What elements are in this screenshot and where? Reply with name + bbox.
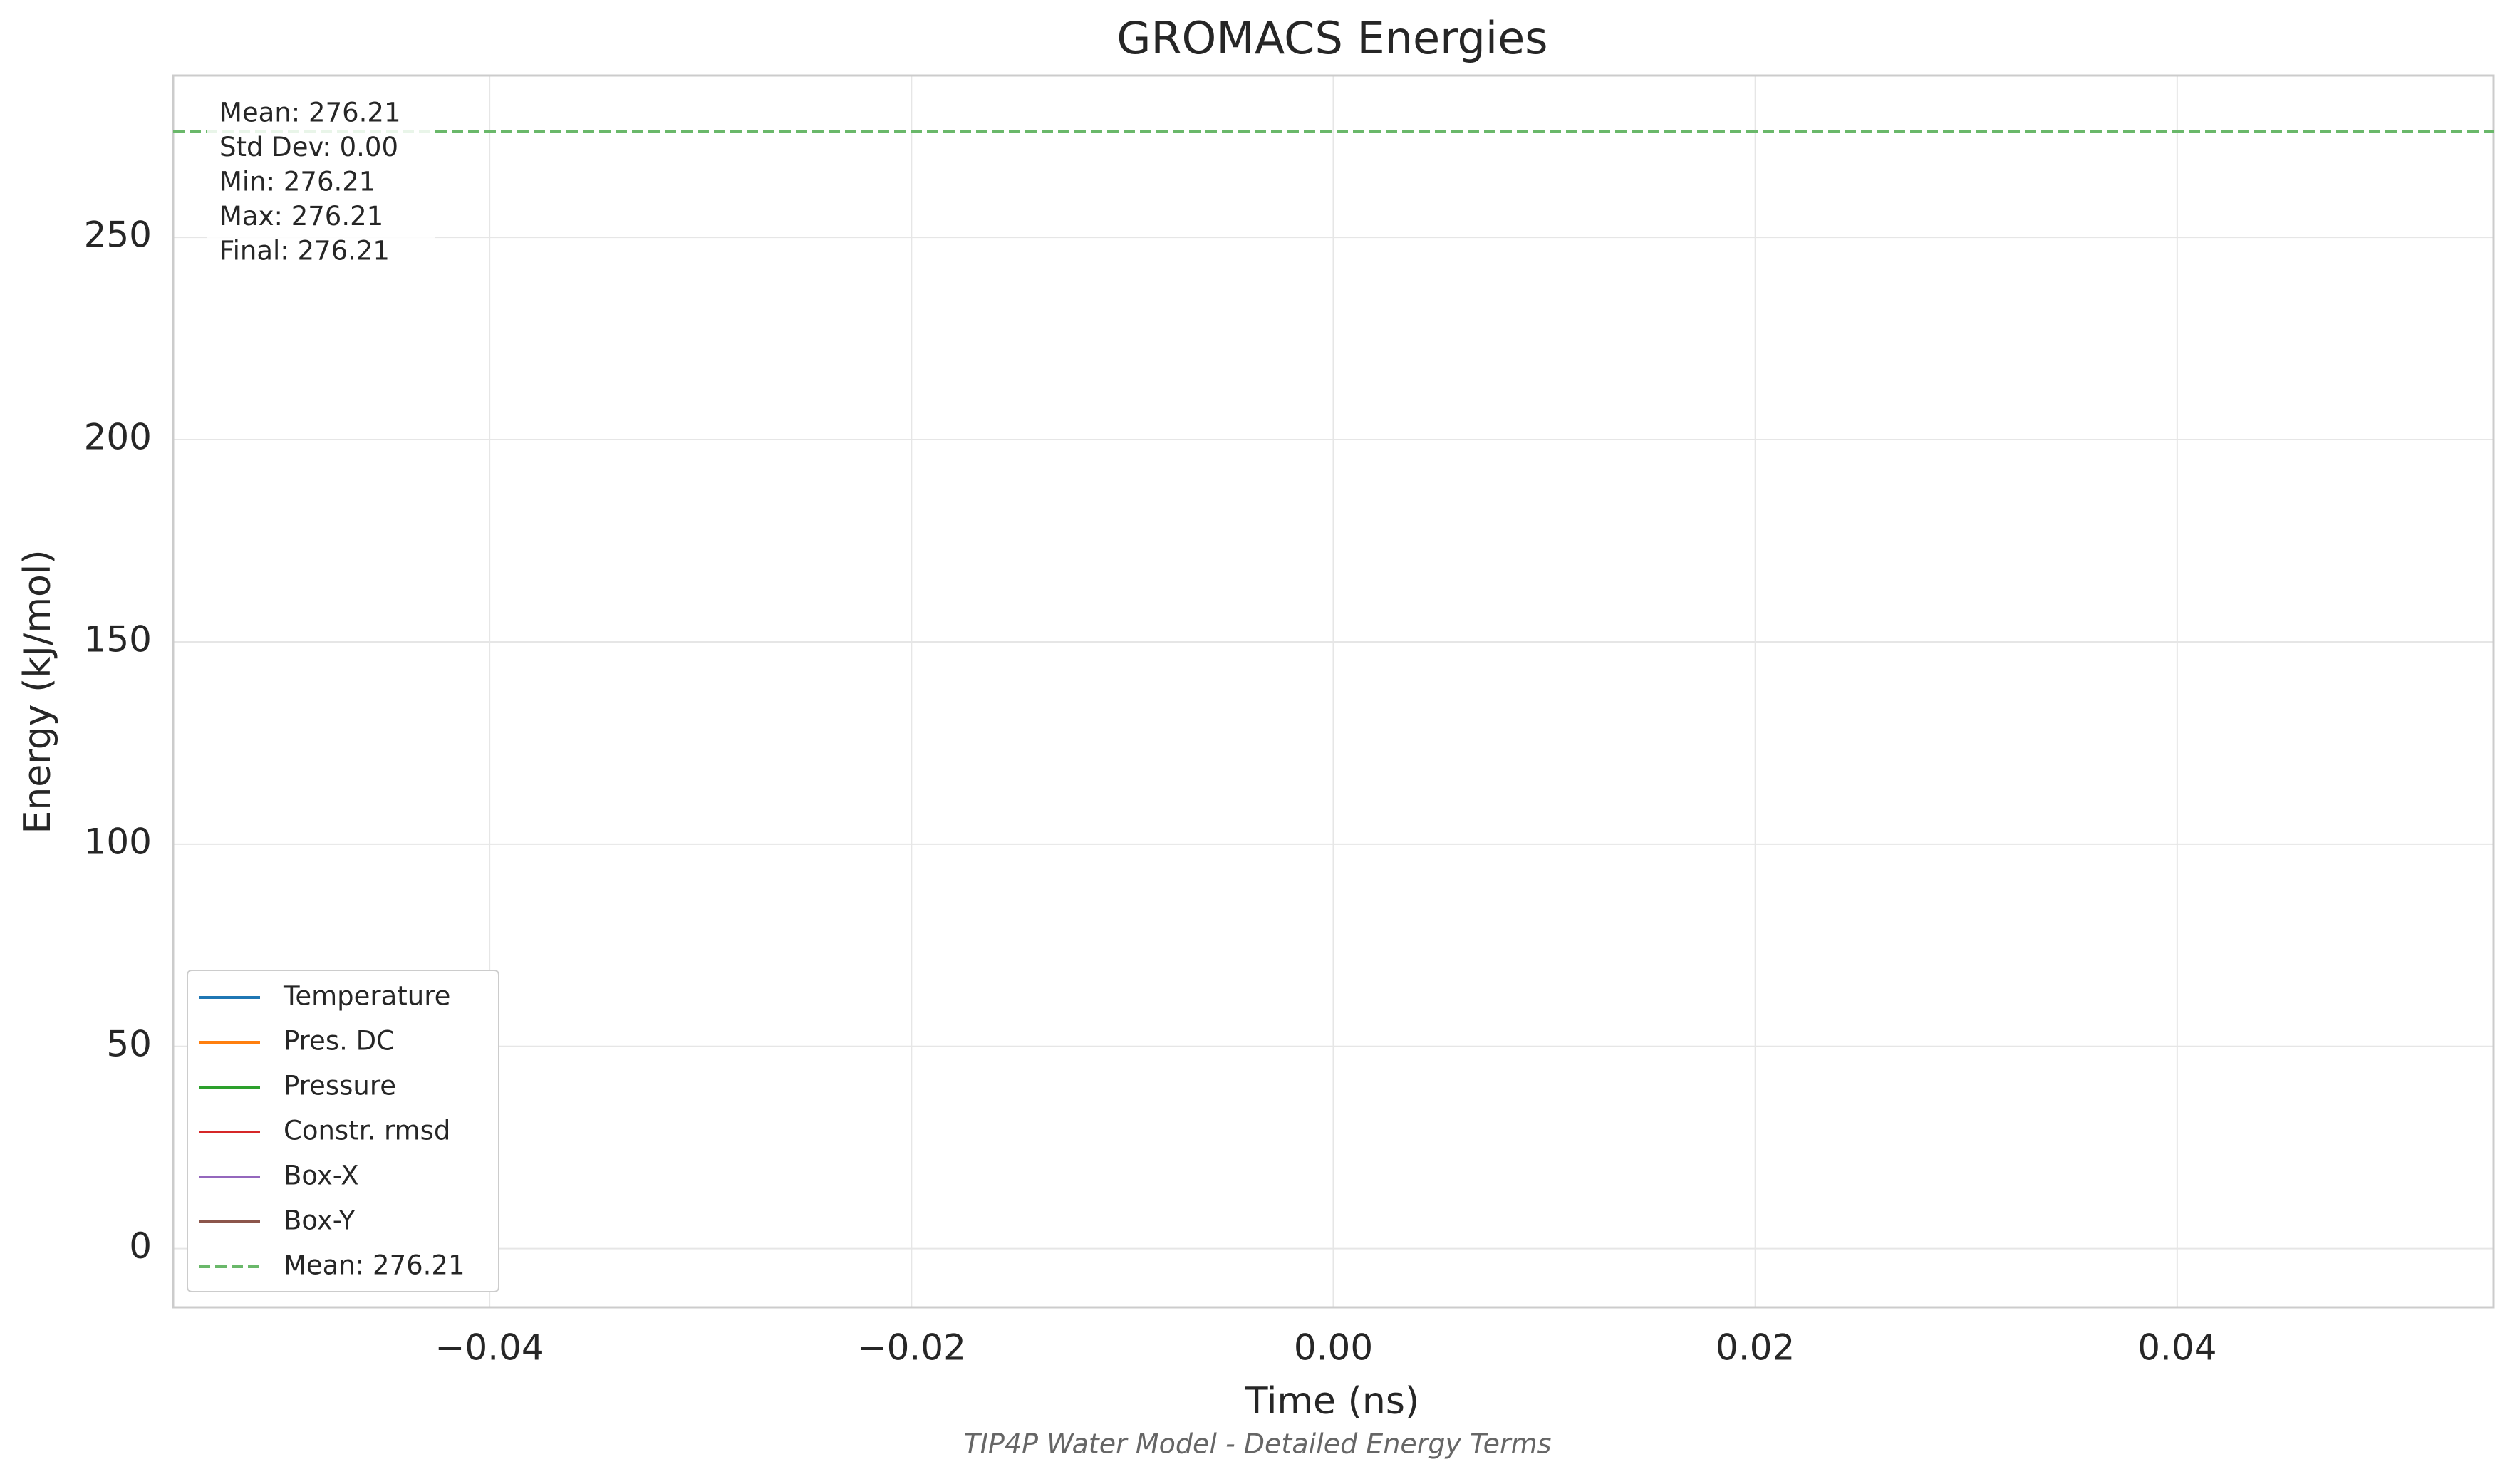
legend-box	[187, 970, 499, 1292]
legend-label: Mean: 276.21	[284, 1250, 465, 1281]
stats-text: Mean: 276.21	[219, 98, 401, 128]
legend-label: Constr. rmsd	[284, 1116, 450, 1146]
stats-text: Final: 276.21	[219, 236, 390, 266]
stats-box	[207, 94, 435, 272]
legend-label: Temperature	[283, 981, 450, 1012]
y-tick-label: 0	[129, 1225, 152, 1267]
y-tick-label: 100	[84, 821, 152, 862]
x-tick-label: 0.02	[1716, 1327, 1795, 1369]
legend-label: Box-X	[284, 1161, 359, 1191]
y-tick-label: 200	[84, 417, 152, 458]
x-tick-label: −0.02	[857, 1327, 966, 1369]
y-tick-label: 150	[84, 618, 152, 660]
y-tick-label: 250	[84, 214, 152, 256]
subtitle: TIP4P Water Model - Detailed Energy Term…	[964, 1428, 1552, 1460]
x-axis-label: Time (ns)	[1245, 1380, 1419, 1423]
x-tick-label: 0.04	[2137, 1327, 2216, 1369]
legend-label: Pressure	[284, 1071, 396, 1101]
stats-text: Min: 276.21	[219, 167, 375, 197]
x-tick-label: 0.00	[1294, 1327, 1373, 1369]
stats-text: Std Dev: 0.00	[219, 132, 398, 162]
legend-label: Box-Y	[284, 1205, 356, 1236]
x-tick-label: −0.04	[435, 1327, 544, 1369]
chart-title: GROMACS Energies	[1116, 12, 1547, 64]
plot-frame	[172, 74, 2495, 1309]
stats-text: Max: 276.21	[219, 201, 383, 232]
y-tick-label: 50	[106, 1023, 152, 1064]
y-axis-label: Energy (kJ/mol)	[16, 549, 59, 834]
legend-label: Pres. DC	[284, 1026, 395, 1057]
